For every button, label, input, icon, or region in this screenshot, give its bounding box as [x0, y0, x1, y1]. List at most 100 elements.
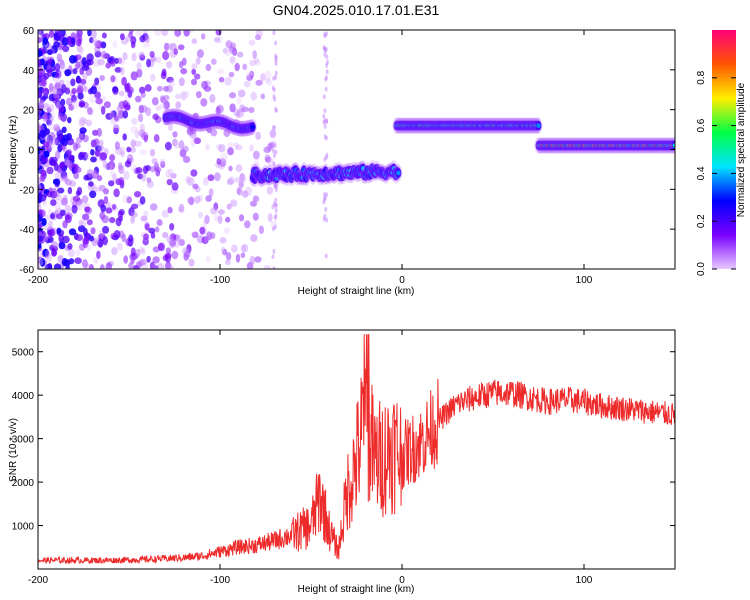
- spectrogram-noise-cell: [71, 204, 78, 214]
- spectrogram-noise-cell: [191, 68, 197, 75]
- spectrogram-noise-cell: [47, 140, 54, 150]
- spectrogram-noise-cell: [111, 246, 118, 256]
- spectrogram-noise-cell: [244, 220, 251, 229]
- spectrogram-noise-cell: [168, 265, 174, 269]
- spectrogram-noise-cell: [66, 132, 72, 141]
- spectrogram-noise-cell: [40, 169, 47, 177]
- spectrogram-noise-cell: [112, 124, 120, 133]
- spectrogram-noise-cell: [323, 213, 327, 219]
- spectrogram-noise-cell: [263, 265, 271, 269]
- spectrogram-noise-cell: [46, 106, 52, 113]
- spectrogram-noise-cell: [78, 152, 84, 161]
- spectrogram-noise-cell: [272, 75, 276, 81]
- spectrogram-noise-cell: [72, 68, 78, 75]
- spectrogram-noise-cell: [54, 202, 62, 211]
- spectrogram-x-tick-label: -100: [210, 275, 230, 286]
- spectrogram-noise-cell: [140, 248, 146, 255]
- spectrogram-noise-cell: [91, 37, 98, 45]
- spectrogram-noise-cell: [93, 138, 100, 146]
- spectrogram-noise-cell: [248, 107, 255, 113]
- spectrogram-noise-cell: [252, 150, 260, 160]
- spectrogram-noise-cell: [44, 249, 51, 259]
- spectrogram-noise-cell: [121, 76, 127, 86]
- colorbar-gradient: [712, 30, 736, 269]
- snr-x-tick-label: -200: [28, 575, 48, 586]
- spectrogram-noise-cell: [71, 100, 80, 109]
- spectrogram-noise-cell: [324, 75, 328, 81]
- spectrogram-noise-cell: [61, 258, 68, 267]
- spectrogram-noise-cell: [149, 165, 156, 173]
- spectrogram-noise-cell: [67, 186, 73, 195]
- spectrogram-y-label: Frequency (Hz): [8, 116, 19, 185]
- spectrogram-noise-cell: [58, 47, 63, 54]
- spectrogram-noise-cell: [85, 119, 93, 127]
- spectrogram-noise-cell: [122, 100, 129, 108]
- spectrogram-noise-cell: [144, 84, 152, 92]
- spectrogram-noise-cell: [138, 51, 145, 58]
- spectrogram-noise-cell: [139, 54, 146, 61]
- spectrogram-noise-cell: [193, 137, 202, 145]
- spectrogram-noise-cell: [214, 172, 221, 182]
- spectrogram-noise-cell: [128, 207, 135, 217]
- spectrogram-noise-cell: [59, 161, 66, 170]
- spectrogram-noise-cell: [246, 74, 253, 81]
- spectrogram-noise-cell: [105, 207, 113, 214]
- spectrogram-noise-cell: [322, 94, 326, 100]
- spectrogram-noise-cell: [48, 93, 56, 102]
- spectrogram-noise-cell: [115, 217, 122, 227]
- spectrogram-noise-cell: [126, 196, 133, 204]
- spectrogram-noise-cell: [150, 73, 156, 82]
- spectrogram-noise-cell: [188, 30, 194, 34]
- colorbar-ticks: 0.0 0.2 0.4 0.6 0.8: [696, 70, 736, 276]
- spectrogram-noise-cell: [202, 177, 209, 186]
- spectrogram-noise-cell: [117, 110, 125, 119]
- spectrogram-noise-cell: [210, 128, 218, 137]
- spectrogram-noise-cell: [241, 106, 249, 113]
- spectrogram-noise-cell: [252, 50, 258, 59]
- spectrogram-noise-cell: [228, 92, 237, 99]
- spectrogram-noise-cell: [255, 79, 263, 86]
- spectrogram-noise-cell: [274, 55, 278, 61]
- spectrogram-noise-cell: [111, 110, 117, 118]
- spectrogram-noise-cell: [264, 70, 272, 80]
- spectrogram-noise-cell: [213, 202, 219, 211]
- spectrogram-noise-cell: [102, 188, 110, 195]
- spectrogram-noise-cell: [73, 172, 80, 180]
- spectrogram-noise-cell: [175, 101, 182, 109]
- spectrogram-noise-cell: [51, 241, 59, 248]
- spectrogram-noise-cell: [162, 94, 170, 101]
- spectrogram-noise-cell: [86, 219, 93, 226]
- spectrogram-noise-cell: [42, 113, 48, 123]
- colorbar-tick-label: 0.8: [696, 70, 707, 84]
- spectrogram-noise-cell: [272, 248, 276, 254]
- spectrogram-noise-cell: [180, 91, 187, 101]
- spectrogram-noise-cell: [205, 63, 212, 72]
- spectrogram-noise-cell: [47, 122, 55, 130]
- spectrogram-noise-cell: [95, 97, 103, 105]
- spectrogram-noise-cell: [93, 237, 100, 244]
- spectrogram-noise-cell: [165, 85, 173, 93]
- spectrogram-noise-cell: [234, 62, 240, 72]
- spectrogram-noise-cell: [130, 117, 138, 126]
- colorbar-tick-label: 0.6: [696, 118, 707, 132]
- spectrogram-noise-cell: [80, 219, 86, 227]
- spectrogram-noise-cell: [249, 144, 254, 152]
- spectrogram-noise-cell: [191, 63, 198, 70]
- spectrogram-noise-cell: [38, 75, 43, 83]
- spectrogram-noise-cell: [48, 30, 55, 38]
- spectrogram-y-tick-label: 20: [23, 106, 35, 117]
- spectrogram-noise-cell: [101, 32, 107, 39]
- spectrogram-noise-cell: [213, 214, 220, 222]
- spectrogram-noise-cell: [215, 30, 222, 36]
- spectrogram-noise-cell: [85, 243, 92, 251]
- spectrogram-noise-cell: [78, 120, 86, 129]
- spectrogram-noise-cell: [117, 162, 123, 171]
- spectrogram-noise-cell: [254, 256, 262, 263]
- spectrogram-noise-cell: [253, 57, 260, 64]
- spectrogram-noise-cell: [99, 74, 105, 82]
- spectrogram-noise-cell: [143, 210, 149, 217]
- spectrogram-y-tick-label: -60: [20, 265, 35, 276]
- spectrogram-noise-cell: [274, 207, 278, 213]
- spectrogram-noise-cell: [189, 131, 197, 139]
- spectrogram-x-tick-label: 0: [399, 275, 405, 286]
